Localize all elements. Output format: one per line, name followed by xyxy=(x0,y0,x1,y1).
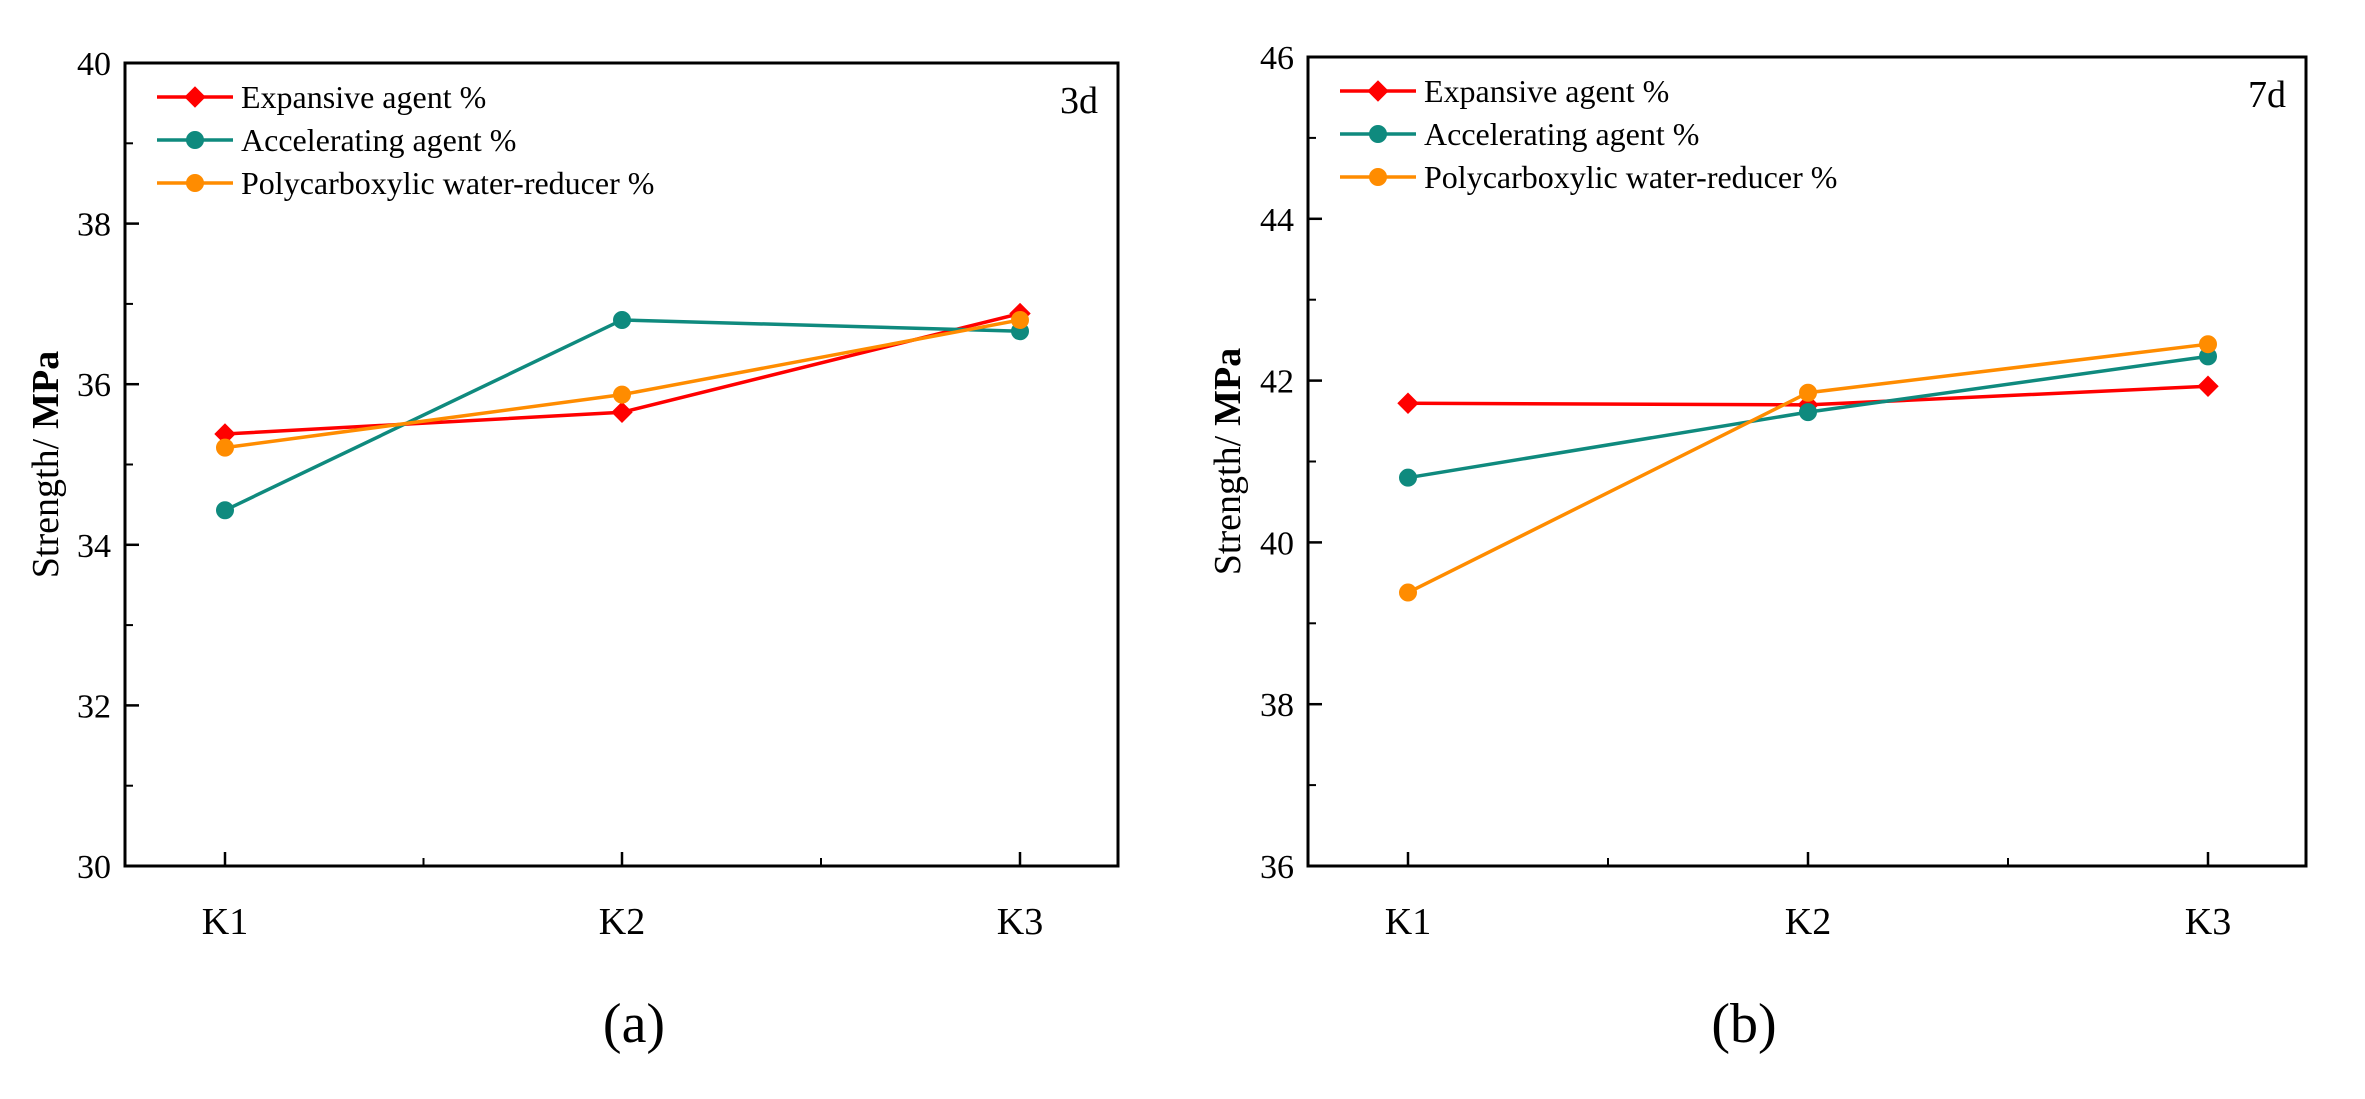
x-tick-label-k1: K1 xyxy=(202,901,248,943)
y-tick-label: 44 xyxy=(1260,202,1294,239)
x-tick-label-k1: K1 xyxy=(1385,901,1431,943)
legend-marker xyxy=(1367,80,1389,102)
data-point xyxy=(216,501,234,520)
data-point xyxy=(1399,583,1417,602)
data-point xyxy=(1397,392,1419,414)
data-point xyxy=(2197,375,2219,397)
y-tick-label: 30 xyxy=(77,849,111,886)
age-label: 7d xyxy=(2248,74,2286,116)
data-point xyxy=(613,310,631,329)
x-tick-label-k3: K3 xyxy=(2185,901,2231,943)
y-tick-label: 32 xyxy=(77,688,111,725)
chart-panel-a: 30 32 34 36 38 40 K1 K2 K3 Strength/MPa 3d Expansiv… xyxy=(25,46,1120,943)
y-tick-label: 40 xyxy=(77,46,111,83)
data-point xyxy=(1799,383,1817,402)
data-point xyxy=(216,438,234,457)
legend: Expansive agent % Accelerating agent % Pol… xyxy=(1340,73,1837,195)
data-point xyxy=(1799,403,1817,422)
series-2 xyxy=(1399,335,2217,602)
y-tick-label: 42 xyxy=(1260,364,1294,401)
data-point xyxy=(1399,468,1417,487)
panel-caption-b: (b) xyxy=(1711,993,1776,1055)
legend-label: Accelerating agent % xyxy=(1424,116,1699,152)
legend-label: Polycarboxylic water-reducer % xyxy=(1424,159,1837,195)
series-2 xyxy=(216,310,1029,457)
x-tick-label-k2: K2 xyxy=(599,901,645,943)
series-1 xyxy=(1399,347,2217,487)
x-tick-label-k2: K2 xyxy=(1785,901,1831,943)
legend-marker xyxy=(184,86,206,108)
series-1 xyxy=(216,310,1029,520)
y-tick-label: 46 xyxy=(1260,40,1294,77)
y-tick-label: 38 xyxy=(1260,687,1294,724)
data-point xyxy=(2199,335,2217,354)
y-axis-title-unit: MPa xyxy=(25,351,67,429)
y-tick-label: 40 xyxy=(1260,525,1294,562)
y-axis-title-prefix: Strength/ xyxy=(1207,435,1249,575)
y-tick-label: 34 xyxy=(77,528,111,565)
legend-label: Expansive agent % xyxy=(241,79,486,115)
legend: Expansive agent % Accelerating agent % Pol… xyxy=(157,79,654,201)
legend-marker xyxy=(1369,125,1387,143)
data-point xyxy=(611,401,633,424)
y-tick-label: 38 xyxy=(77,207,111,244)
y-axis-title-prefix: Strength/ xyxy=(25,438,67,578)
legend-label: Expansive agent % xyxy=(1424,73,1669,109)
panel-caption-a: (a) xyxy=(603,993,665,1055)
y-axis-title: Strength/MPa xyxy=(25,351,67,578)
legend-label: Polycarboxylic water-reducer % xyxy=(241,165,654,201)
data-point xyxy=(613,385,631,404)
chart-panel-b: 36 38 40 42 44 46 K1 K2 K3 Strength/MPa 7d Expansiv… xyxy=(1207,40,2308,943)
age-label: 3d xyxy=(1060,80,1098,122)
legend-marker xyxy=(186,174,204,192)
legend-marker xyxy=(1369,168,1387,186)
y-tick-label: 36 xyxy=(77,367,111,404)
y-axis-title-unit: MPa xyxy=(1207,348,1249,426)
legend-marker xyxy=(186,131,204,149)
y-axis-title: Strength/MPa xyxy=(1207,348,1249,575)
series-line xyxy=(1407,342,2209,595)
y-tick-label: 36 xyxy=(1260,849,1294,886)
data-point xyxy=(1011,310,1029,329)
legend-label: Accelerating agent % xyxy=(241,122,516,158)
x-tick-label-k3: K3 xyxy=(997,901,1043,943)
